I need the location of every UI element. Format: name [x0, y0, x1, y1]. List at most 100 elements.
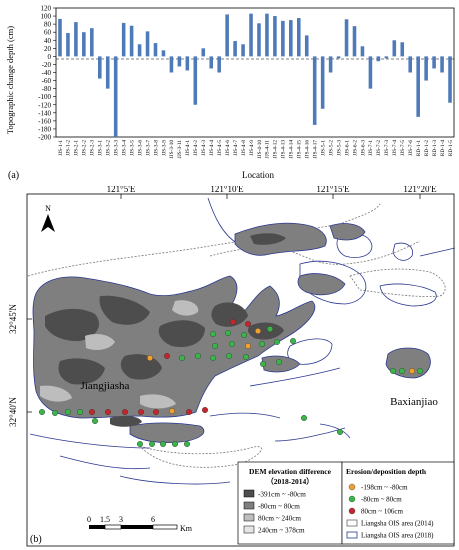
sample-point: [76, 408, 83, 415]
sample-point: [64, 408, 71, 415]
x-tick-label: JJS-7-4: [392, 140, 398, 156]
x-tick-label: JJS-2-2: [82, 140, 88, 156]
y-tick-label: 80: [44, 21, 52, 29]
y-tick-label: 20: [44, 45, 52, 53]
bar-RD-1-1: [416, 56, 420, 117]
bar-JJS-4-2: [193, 56, 198, 105]
lat-label-1: 32°45'N: [8, 304, 18, 334]
bar-JJS-3-6: [137, 44, 142, 57]
y-tick-label: -140: [38, 109, 51, 117]
sample-point: [159, 440, 166, 447]
bar-JJS-1-1: [58, 18, 62, 57]
northern-islands: [110, 222, 366, 443]
legend-erosion-label: -198cm ~ -80cm: [361, 484, 408, 492]
panel-b-label: (b): [30, 534, 42, 545]
sample-point: [244, 320, 251, 327]
lat-label-2: 32°40'N: [8, 397, 18, 427]
map-panel: 121°5'E 121°10'E 121°15'E 121°20'E 32°45…: [0, 186, 459, 550]
bar-JJS-4-5: [217, 56, 221, 73]
sample-point: [409, 367, 416, 374]
x-tick-label: JJS-6-1: [344, 140, 350, 156]
sample-point: [260, 360, 267, 367]
bar-JJS-7-4: [392, 40, 397, 57]
x-tick-label: RD-1-5: [448, 140, 454, 157]
x-tick-label: JJS-4-16: [305, 140, 311, 159]
bar-JJS-4-4: [209, 56, 214, 69]
scale-tick-0: 0: [87, 515, 91, 524]
sample-point: [104, 408, 111, 415]
x-tick-label: JJS-4-17: [313, 140, 319, 159]
bar-JJS-3-11: [177, 56, 182, 67]
sample-point: [229, 318, 236, 325]
sample-point: [390, 367, 397, 374]
legend-dem-label: 80cm ~ 240cm: [258, 515, 301, 523]
bar-JJS-2-2: [82, 32, 86, 57]
sample-point: [259, 340, 266, 347]
legend-dem-title: DEM elevation difference: [249, 467, 332, 476]
bar-JJS-4-6: [225, 14, 229, 57]
bar-JJS-4-13: [281, 20, 285, 57]
scale-tick-3: 6: [151, 515, 155, 524]
scale-tick-2: 3: [119, 515, 123, 524]
x-tick-label: JJS-4-15: [297, 140, 303, 159]
x-tick-label: JJS-4-14: [289, 140, 295, 159]
bar-RD-1-2: [424, 56, 428, 81]
sample-point: [242, 353, 249, 360]
sample-point: [183, 440, 190, 447]
x-tick-label: JJS-3-5: [129, 140, 135, 156]
bar-JJS-3-5: [129, 25, 134, 57]
scale-unit: Km: [180, 524, 193, 533]
x-tick-label: JJS-1-2: [66, 140, 72, 156]
legend-erosion: Erosion/deposition depth -198cm ~ -80cm -…: [341, 461, 455, 545]
x-tick-label: JJS-1-1: [58, 140, 64, 156]
sample-point: [201, 406, 208, 413]
legend-erosion-outline: [346, 531, 358, 539]
y-tick-label: 60: [44, 29, 52, 37]
sample-point: [240, 331, 247, 338]
legend-erosion-marker: [348, 483, 356, 491]
x-tick-label: JJS-2-3: [90, 140, 96, 156]
sample-point: [185, 408, 192, 415]
sample-point: [148, 440, 155, 447]
bar-JJS-7-1: [368, 56, 373, 89]
legend-dem-swatch: [243, 501, 255, 510]
place-label-baxianjiao: Baxianjiao: [390, 396, 438, 408]
bar-JJS-3-7: [145, 31, 150, 57]
north-label: N: [45, 204, 51, 213]
sample-point: [290, 337, 297, 344]
bar-JJS-5-2: [328, 56, 333, 73]
sample-point: [399, 367, 406, 374]
y-tick-label: -200: [38, 134, 51, 142]
x-tick-label: JJS-4-8: [241, 140, 247, 156]
bar-JJS-3-10: [169, 56, 174, 73]
y-tick-label: -100: [38, 93, 51, 101]
bar-JJS-4-12: [273, 16, 277, 57]
x-tick-label: JJS-4-11: [265, 140, 271, 159]
x-tick-label: JJS-4-5: [217, 140, 223, 156]
y-tick-label: -60: [42, 77, 52, 85]
sample-point: [209, 354, 216, 361]
bar-JJS-4-8: [241, 44, 245, 57]
sample-point: [194, 352, 201, 359]
x-tick-label: JJS-3-6: [137, 140, 143, 156]
sample-point: [152, 408, 159, 415]
sample-point: [171, 440, 178, 447]
x-tick-label: JJS-4-7: [233, 140, 239, 156]
bar-JJS-4-9: [249, 13, 253, 57]
bar-JJS-5-3: [336, 56, 341, 59]
bar-JJS-4-17: [312, 56, 317, 125]
bar-JJS-4-1: [185, 56, 190, 71]
legend-erosion-label: -80cm ~ 80cm: [361, 496, 402, 504]
bar-JJS-3-3: [113, 56, 118, 137]
x-tick-label: JJS-4-3: [201, 140, 207, 156]
legend-erosion-label: Liangsha OIS area (2018): [361, 532, 434, 540]
sample-point: [137, 408, 144, 415]
y-tick-label: 0: [48, 53, 52, 61]
x-tick-label: JJS-2-1: [74, 140, 80, 156]
scale-bar: 0 1.5 3 6 Km: [87, 515, 193, 533]
sample-point: [52, 409, 59, 416]
legend-dem-label: -80cm ~ 80cm: [258, 503, 300, 511]
y-tick-label: -40: [42, 69, 52, 77]
bar-JJS-6-1: [344, 19, 349, 57]
legend-dem-swatch: [243, 489, 255, 498]
